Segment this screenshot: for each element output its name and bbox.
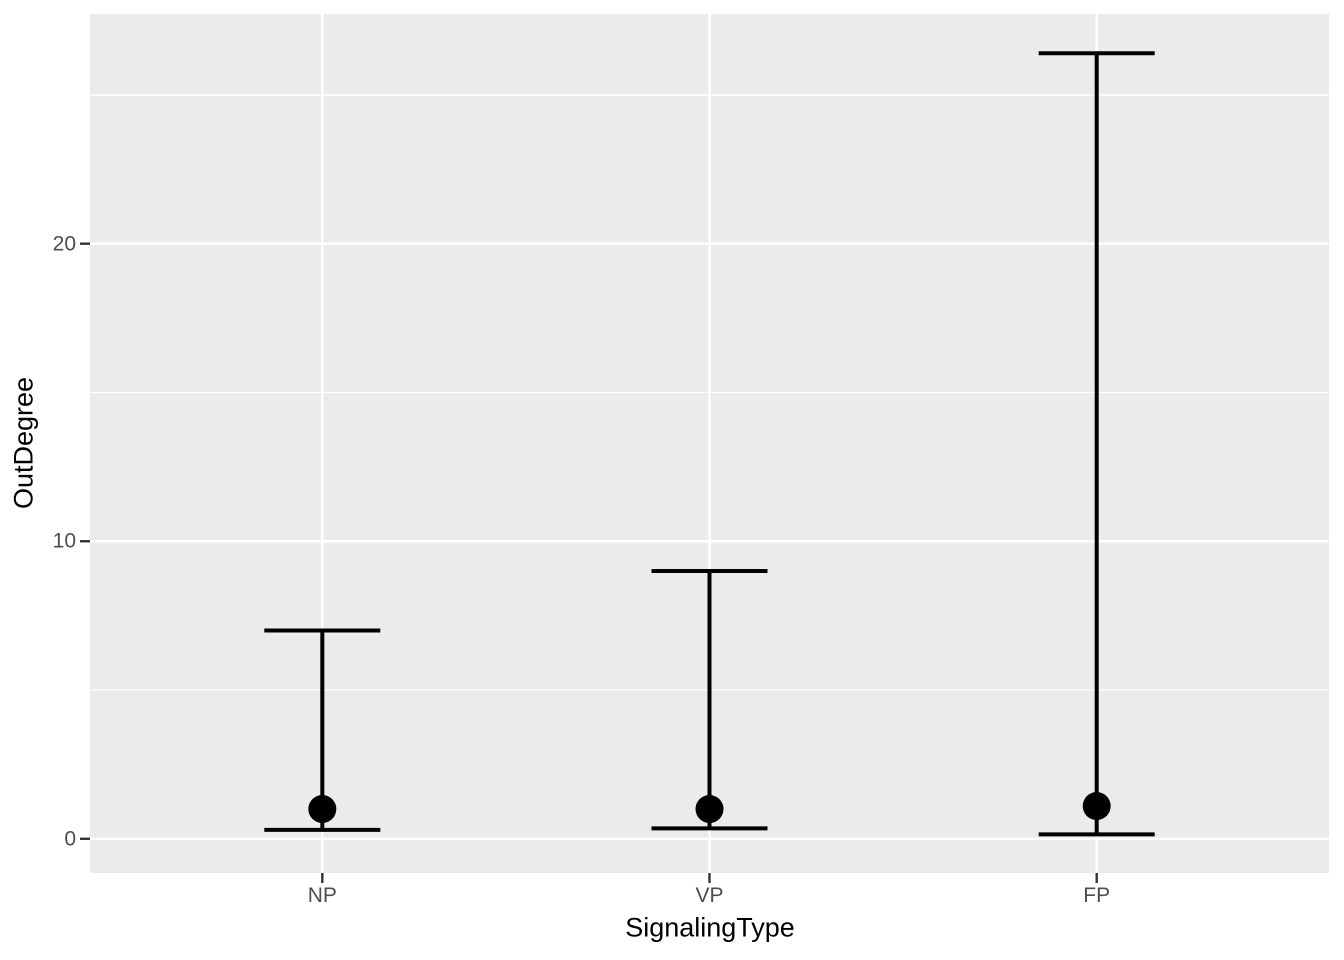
point-VP bbox=[695, 795, 724, 824]
x-tick-label-VP: VP bbox=[695, 884, 724, 907]
point-NP bbox=[308, 795, 337, 824]
x-tick-label-NP: NP bbox=[307, 884, 337, 907]
x-tick-label-FP: FP bbox=[1083, 884, 1111, 907]
y-tick-label-0: 0 bbox=[64, 827, 76, 851]
x-axis-title: SignalingType bbox=[625, 912, 795, 943]
y-tick-label-10: 10 bbox=[52, 529, 76, 553]
point-FP bbox=[1082, 792, 1111, 821]
y-axis-title: OutDegree bbox=[8, 376, 39, 510]
y-tick-label-20: 20 bbox=[52, 232, 76, 256]
